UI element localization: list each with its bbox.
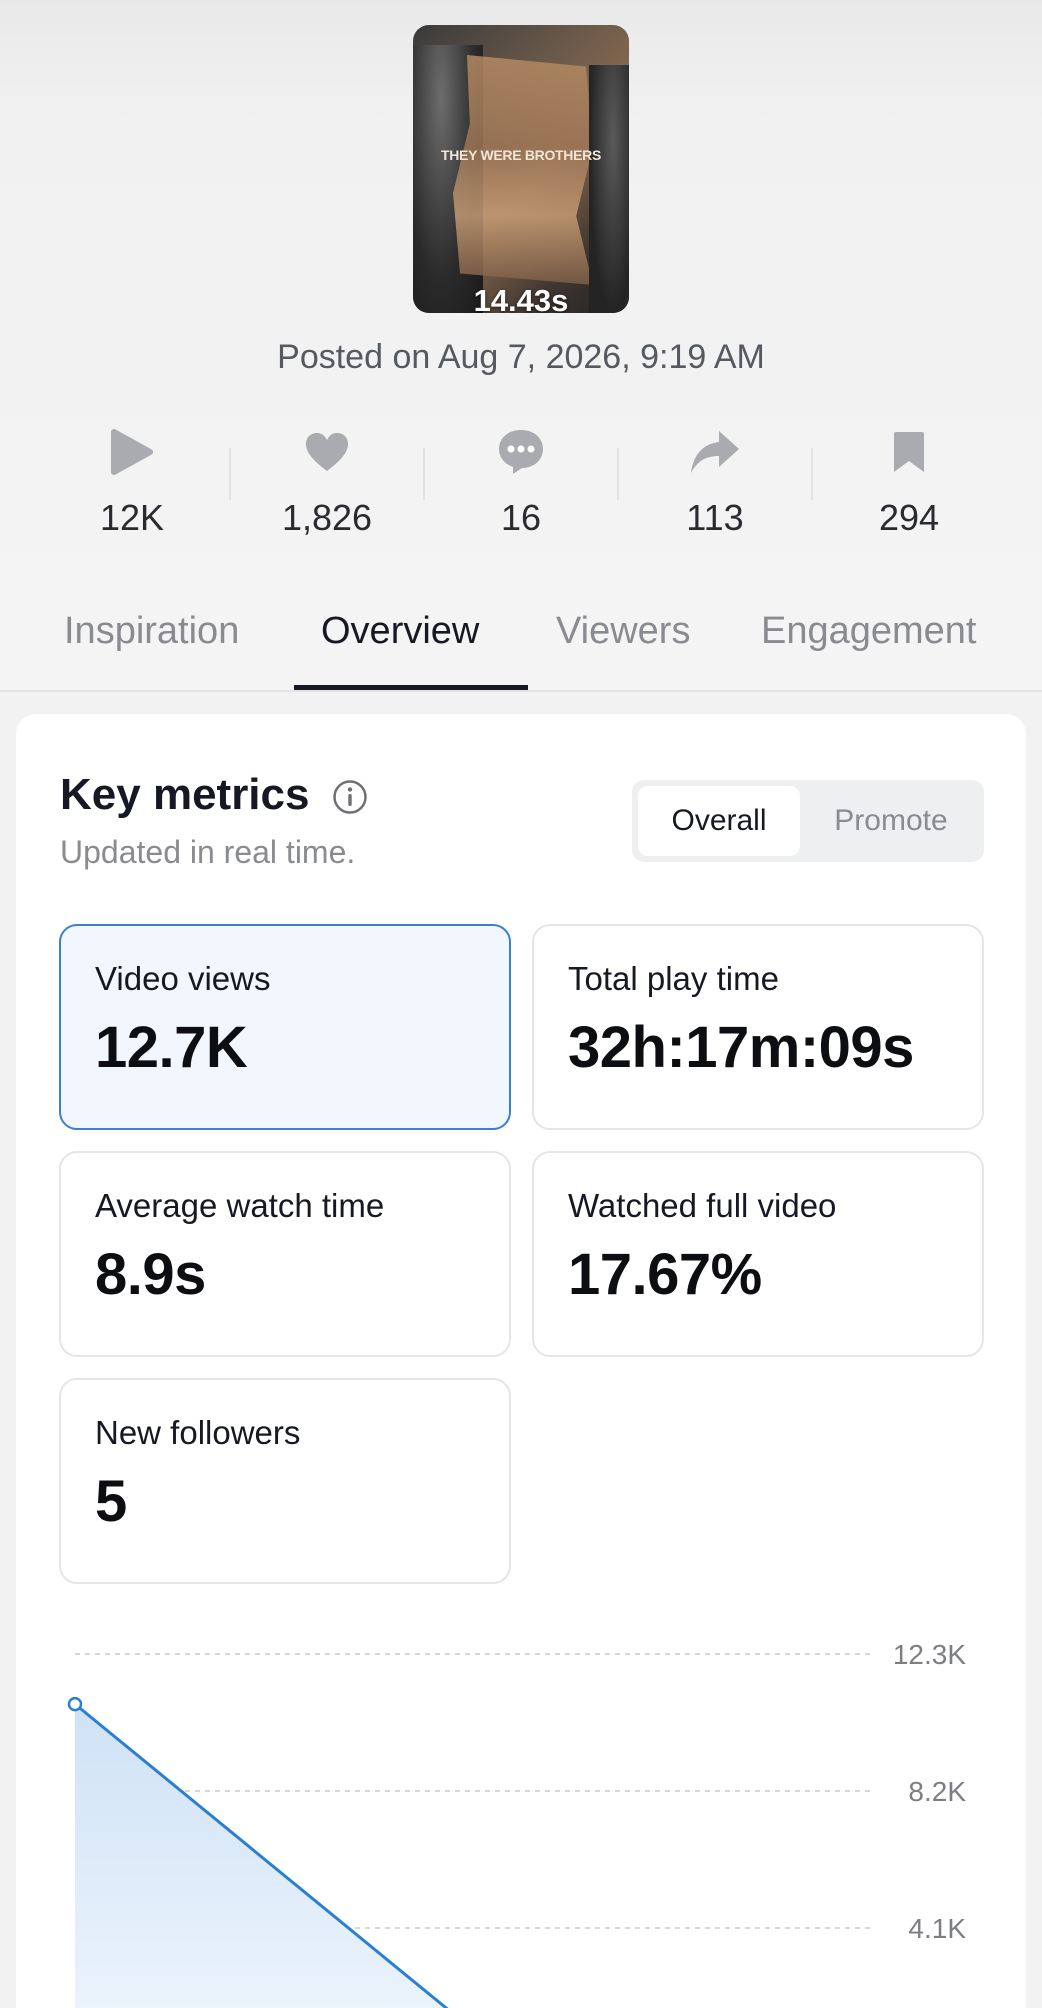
metric-label: Total play time [568,960,779,997]
tabs-divider [0,690,1042,692]
segment-overall[interactable]: Overall [638,786,800,856]
tab-overview[interactable]: Overview [321,610,480,652]
overall-promote-toggle: Overall Promote [632,780,984,862]
thumbnail-collage [453,55,593,285]
posted-date: Posted on Aug 7, 2026, 9:19 AM [277,338,765,376]
stat-likes: 1,826 [252,425,402,539]
y-tick-label: 4.1K [908,1913,966,1944]
chart-series-line [74,1702,449,2008]
divider [617,448,619,500]
comment-icon [446,425,596,479]
thumbnail-headline-art: ​ [433,25,629,62]
divider [423,448,425,500]
analytics-tabs: Inspiration Overview Viewers Engagement [0,610,1042,690]
heart-icon [252,425,402,479]
stat-comments: 16 [446,425,596,539]
metric-label: Watched full video [568,1187,837,1224]
metric-video-views[interactable]: Video views 12.7K [59,924,511,1130]
stat-value: 12K [99,497,165,538]
active-tab-indicator [294,685,528,690]
metric-label: Average watch time [95,1187,385,1224]
divider [229,448,231,500]
thumbnail-caption: THEY WERE BROTHERS [440,147,602,163]
metric-label: New followers [95,1414,301,1451]
y-tick-label: 8.2K [908,1776,966,1807]
stat-value: 1,826 [281,497,373,538]
metric-new-followers[interactable]: New followers 5 [59,1378,511,1584]
metric-value: 5 [95,1469,127,1534]
metric-value: 17.67% [568,1242,762,1307]
video-thumbnail[interactable]: ​ THEY WERE BROTHERS 14.43s [413,25,629,313]
metric-value: 12.7K [95,1015,248,1080]
segment-promote[interactable]: Promote [834,804,948,837]
bookmark-icon [834,425,984,479]
share-icon [640,425,790,479]
stat-shares: 113 [640,425,790,539]
divider [811,448,813,500]
stat-saves: 294 [834,425,984,539]
metric-average-watch-time[interactable]: Average watch time 8.9s [59,1151,511,1357]
metric-total-play-time[interactable]: Total play time 32h:17m:09s [532,924,984,1130]
play-icon [57,425,207,479]
y-tick-label: 12.3K [893,1639,966,1670]
stat-views: 12K [57,425,207,539]
stat-value: 113 [686,497,744,538]
key-metrics-title: Key metrics [60,770,310,819]
stat-value: 16 [500,497,542,538]
video-duration: 14.43s [473,283,569,313]
tab-inspiration[interactable]: Inspiration [64,610,240,652]
chart-point[interactable] [67,1696,83,1712]
tab-viewers[interactable]: Viewers [556,610,691,652]
tab-engagement[interactable]: Engagement [761,610,977,652]
key-metrics-subtitle: Updated in real time. [60,834,356,870]
thumbnail-figure-right [589,65,629,313]
metric-watched-full-video[interactable]: Watched full video 17.67% [532,1151,984,1357]
chart-area-fill [75,1704,447,2008]
metric-value: 32h:17m:09s [568,1015,914,1080]
metric-label: Video views [95,960,271,997]
video-views-chart: 12.3K 8.2K 4.1K [67,1639,966,2008]
info-icon[interactable] [332,779,368,820]
metric-value: 8.9s [95,1242,206,1307]
stat-value: 294 [878,497,940,538]
